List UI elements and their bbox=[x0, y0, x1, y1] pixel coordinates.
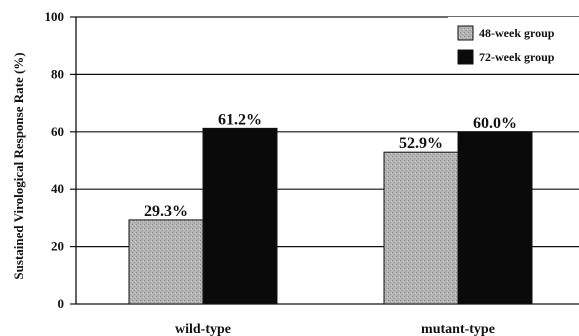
legend-swatch bbox=[457, 25, 474, 41]
y-tick-label: 60 bbox=[51, 124, 64, 139]
y-tick-label: 40 bbox=[51, 181, 64, 196]
data-label: 29.3% bbox=[144, 203, 188, 220]
legend-label: 72-week group bbox=[479, 50, 555, 64]
data-label: 60.0% bbox=[473, 115, 517, 132]
x-category-label: wild-type bbox=[175, 322, 231, 336]
data-label: 52.9% bbox=[399, 135, 443, 152]
data-labels: 29.3% 61.2% 52.9% 60.0% bbox=[144, 111, 517, 220]
x-category-label: mutant-type bbox=[421, 322, 495, 336]
category-labels: wild-type mutant-type bbox=[175, 322, 495, 336]
bar bbox=[128, 219, 204, 305]
data-label: 61.2% bbox=[218, 111, 262, 128]
y-axis-label: Sustained Virological Response Rate (%) bbox=[11, 52, 26, 279]
y-tick-labels: 0 20 40 60 80 100 bbox=[45, 9, 65, 311]
bar bbox=[383, 151, 459, 305]
y-tick-label: 0 bbox=[58, 296, 65, 311]
legend-swatch bbox=[457, 49, 474, 65]
y-tick-label: 100 bbox=[45, 9, 65, 24]
y-tick-label: 80 bbox=[51, 66, 64, 81]
y-tick-label: 20 bbox=[51, 239, 64, 254]
bar bbox=[457, 131, 533, 305]
legend-label: 48-week group bbox=[479, 26, 555, 40]
legend: 48-week group 72-week group bbox=[448, 17, 579, 68]
bar bbox=[202, 127, 278, 305]
bars bbox=[128, 127, 533, 305]
